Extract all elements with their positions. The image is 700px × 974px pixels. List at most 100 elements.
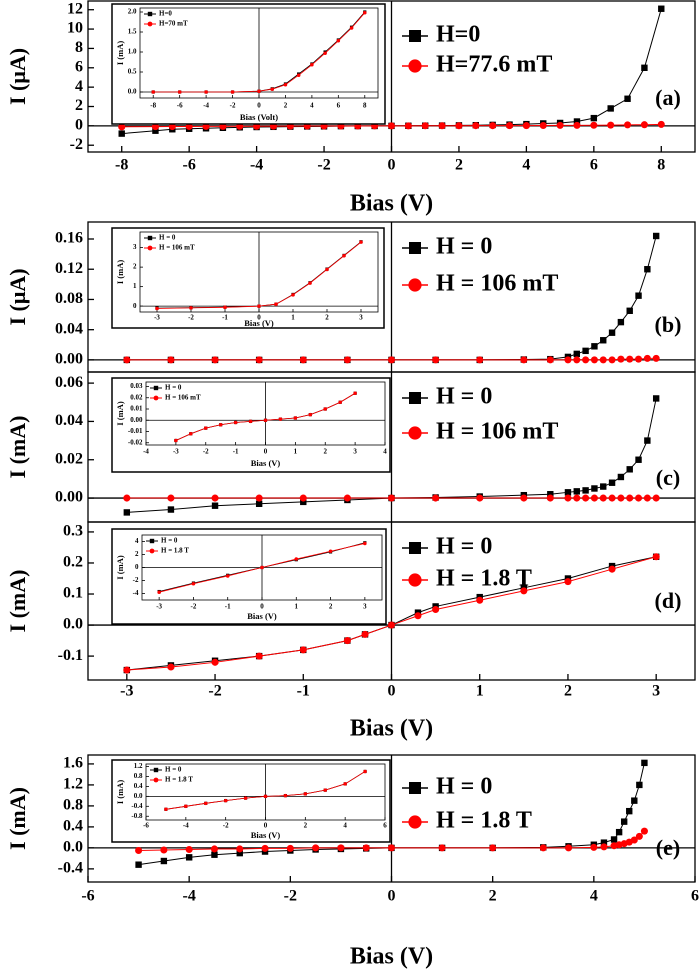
data-point: [343, 782, 347, 786]
x-tick-label: 2: [325, 314, 329, 322]
data-point: [635, 355, 643, 363]
data-point: [387, 356, 396, 364]
data-point: [520, 494, 528, 502]
x-tick-label: 3: [363, 603, 367, 611]
data-point: [600, 483, 607, 490]
x-tick-label: 1: [476, 683, 484, 700]
y-tick-label: 0.02: [55, 450, 83, 467]
x-tick-label: 6: [691, 888, 699, 905]
data-point: [600, 843, 608, 851]
legend-label: H = 106 mT: [436, 419, 558, 445]
data-point: [236, 845, 244, 853]
y-tick-label: 0.00: [55, 351, 83, 368]
data-point: [349, 26, 354, 30]
x-tick-label: 0: [388, 888, 396, 905]
data-point: [582, 356, 590, 364]
data-point: [590, 114, 598, 122]
data-point: [635, 456, 642, 463]
data-point: [640, 827, 648, 835]
x-tick-label: 4: [343, 822, 347, 830]
data-point: [157, 590, 161, 594]
legend-marker: [409, 242, 421, 254]
legend-label: H=0: [436, 22, 480, 48]
data-point: [658, 5, 665, 12]
y-axis-label: I (mA): [5, 570, 30, 633]
data-point: [582, 347, 589, 355]
data-point: [644, 266, 651, 273]
data-point: [123, 509, 131, 516]
inset-legend-marker: [153, 767, 159, 773]
data-point: [644, 437, 651, 444]
x-tick-label: -2: [191, 603, 197, 611]
data-point: [210, 845, 218, 853]
data-point: [652, 354, 660, 362]
x-tick-label: 0: [257, 314, 261, 322]
legend-marker: [408, 426, 422, 440]
plot-frame: [145, 763, 386, 821]
data-point: [520, 587, 528, 595]
data-point: [404, 122, 412, 130]
x-tick-label: -2: [203, 448, 209, 456]
x-tick-label: -8: [150, 102, 156, 110]
x-tick-label: -6: [183, 157, 196, 174]
data-point: [274, 302, 278, 306]
data-point: [546, 356, 554, 364]
inset-legend-label: H=70 mT: [159, 20, 188, 28]
data-point: [283, 793, 288, 798]
y-tick-label: 0.3: [63, 523, 83, 540]
data-point: [657, 120, 665, 128]
x-tick-label: 3: [652, 683, 660, 700]
data-point: [640, 121, 648, 129]
data-point: [635, 832, 643, 840]
y-tick-label: 0.00: [130, 416, 143, 424]
x-tick-label: 2: [304, 822, 308, 830]
data-point: [255, 652, 263, 660]
data-point: [438, 844, 446, 852]
x-tick-label: 4: [383, 448, 387, 456]
data-point: [151, 90, 155, 94]
x-tick-label: 0: [264, 448, 268, 456]
y-tick-label: 3: [133, 243, 137, 251]
series-line: [126, 398, 657, 513]
y-tick-label: 2: [135, 550, 139, 558]
data-point: [615, 828, 623, 836]
data-point: [617, 355, 625, 363]
data-point: [184, 804, 188, 809]
data-point: [573, 356, 581, 364]
data-point: [489, 844, 497, 852]
data-point: [361, 630, 369, 638]
inset-x-label: Bias (Volt): [240, 112, 278, 122]
data-point: [432, 606, 440, 614]
data-point: [363, 769, 367, 774]
data-point: [230, 90, 235, 94]
data-point: [582, 487, 589, 494]
data-point: [342, 254, 346, 258]
data-point: [255, 494, 263, 502]
data-point: [168, 123, 176, 131]
data-point: [564, 578, 572, 586]
data-point: [291, 293, 295, 297]
data-point: [299, 646, 307, 654]
y-tick-label: -2: [70, 136, 83, 153]
data-point: [476, 494, 484, 502]
y-tick-label: 0.04: [55, 412, 83, 429]
y-tick-label: 2.0: [128, 8, 137, 16]
x-tick-label: -4: [183, 888, 196, 905]
inset-background: [111, 759, 391, 843]
data-point: [610, 836, 618, 843]
inset-legend-label: H = 0: [165, 384, 182, 392]
data-point: [565, 844, 573, 852]
data-point: [223, 798, 228, 803]
inset-y-label: I (mA): [115, 41, 125, 65]
data-point: [303, 792, 308, 796]
inset-background: [111, 227, 385, 329]
y-axis-label: I (mA): [5, 416, 30, 479]
data-point: [204, 90, 208, 94]
data-point: [617, 473, 625, 481]
data-point: [564, 356, 572, 364]
data-point: [652, 232, 660, 240]
data-point: [590, 356, 598, 364]
legend-marker: [408, 815, 422, 829]
inset-legend-marker: [153, 777, 159, 783]
